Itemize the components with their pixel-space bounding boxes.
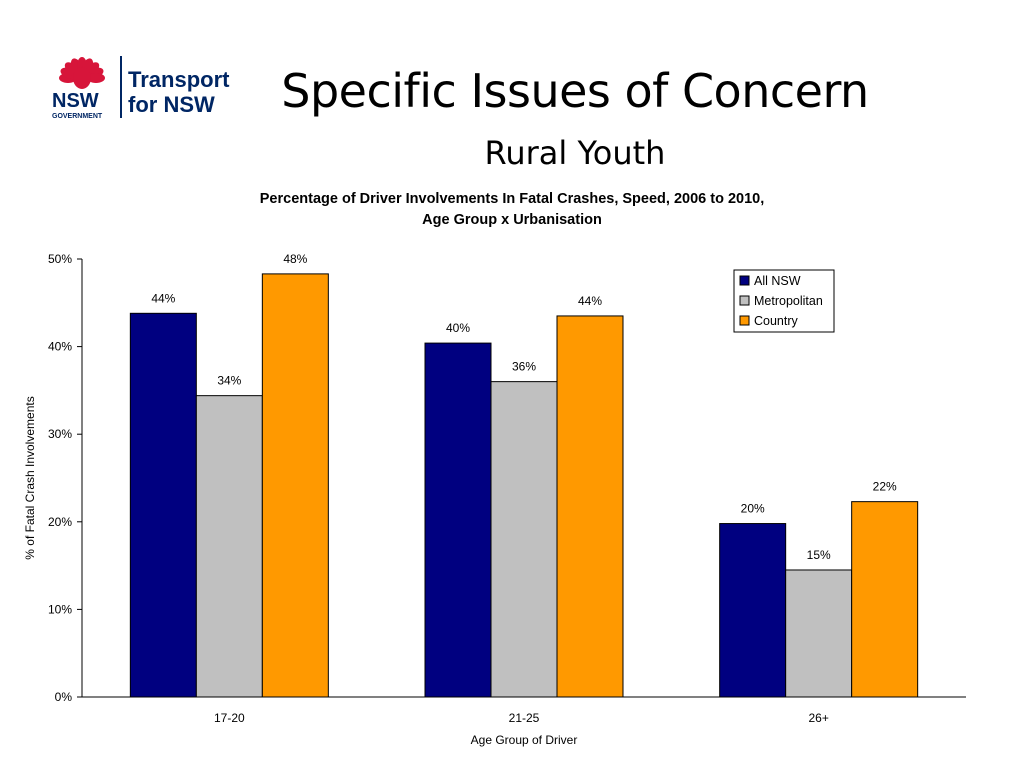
waratah-centre bbox=[73, 67, 91, 89]
y-tick-label: 30% bbox=[48, 427, 72, 441]
x-tick-label: 17-20 bbox=[214, 711, 245, 725]
nsw-wordmark: NSW bbox=[52, 90, 99, 112]
slide-title: Specific Issues of Concern bbox=[281, 64, 869, 118]
chart-title-line: Percentage of Driver Involvements In Fat… bbox=[260, 191, 765, 207]
x-tick-label: 21-25 bbox=[509, 711, 540, 725]
bar bbox=[719, 523, 787, 698]
y-tick-label: 0% bbox=[55, 690, 73, 704]
bar bbox=[129, 312, 197, 698]
waratah-petal bbox=[87, 73, 105, 83]
bar-data-label: 40% bbox=[446, 321, 470, 335]
legend-swatch bbox=[739, 295, 750, 306]
bar bbox=[261, 273, 329, 698]
legend-entry: Metropolitan bbox=[754, 294, 823, 308]
transport-for-nsw-logo: NSW GOVERNMENT Transport for NSW bbox=[50, 52, 240, 122]
brand-line-1: Transport bbox=[128, 67, 230, 92]
y-axis-label: % of Fatal Crash Involvements bbox=[23, 396, 37, 559]
legend-entry: Country bbox=[754, 314, 799, 328]
x-tick-label: 26+ bbox=[808, 711, 828, 725]
government-wordmark: GOVERNMENT bbox=[52, 113, 103, 120]
y-tick-label: 40% bbox=[48, 340, 72, 354]
bar bbox=[424, 342, 492, 698]
bar-data-label: 20% bbox=[741, 502, 765, 516]
bar bbox=[556, 315, 624, 698]
bar bbox=[785, 569, 853, 698]
bar-data-label: 48% bbox=[283, 252, 307, 266]
nsw-waratah-icon: NSW GOVERNMENT Transport for NSW bbox=[52, 56, 230, 120]
chart-title-line: Age Group x Urbanisation bbox=[422, 212, 602, 228]
slide-subtitle: Rural Youth bbox=[484, 134, 666, 172]
y-tick-label: 10% bbox=[48, 602, 72, 616]
bar bbox=[851, 501, 919, 698]
legend-swatch bbox=[739, 275, 750, 286]
bar-data-label: 44% bbox=[578, 294, 602, 308]
waratah-flower-icon bbox=[59, 57, 105, 89]
legend-entry: All NSW bbox=[754, 274, 801, 288]
bar-data-label: 15% bbox=[807, 548, 831, 562]
y-tick-label: 50% bbox=[48, 252, 72, 266]
legend-box bbox=[733, 269, 835, 333]
legend-swatch bbox=[739, 315, 750, 326]
bar bbox=[195, 395, 263, 698]
bar-data-label: 22% bbox=[873, 480, 897, 494]
y-tick-label: 20% bbox=[48, 515, 72, 529]
bar bbox=[490, 381, 558, 698]
x-axis-label: Age Group of Driver bbox=[471, 733, 578, 747]
bar-data-label: 34% bbox=[217, 374, 241, 388]
bar-data-label: 44% bbox=[151, 291, 175, 305]
brand-line-2: for NSW bbox=[128, 92, 215, 117]
bar-data-label: 36% bbox=[512, 360, 536, 374]
logo-divider bbox=[120, 56, 122, 118]
